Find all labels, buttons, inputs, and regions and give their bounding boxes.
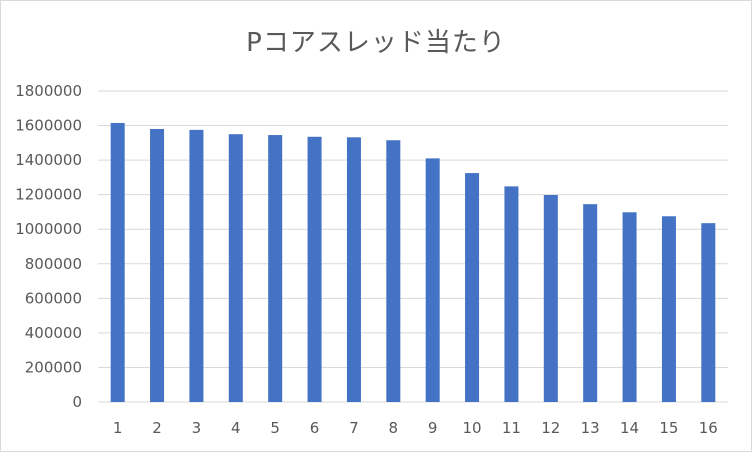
x-tick-label: 3	[192, 419, 202, 437]
bar	[150, 129, 165, 402]
x-tick-label: 4	[231, 419, 241, 437]
bar	[228, 134, 243, 402]
bar	[622, 212, 637, 402]
x-tick-label: 6	[310, 419, 320, 437]
bar	[268, 135, 283, 402]
bar	[701, 223, 716, 402]
y-axis-tick-labels: 0 200000 400000 600000 800000 1000000 1200000 1…	[15, 82, 82, 411]
bar-series	[110, 122, 716, 402]
bar	[504, 186, 519, 402]
y-tick-label: 1400000	[15, 151, 82, 169]
bar	[386, 140, 401, 402]
y-tick-label: 800000	[25, 255, 82, 273]
x-axis-tick-labels: 1 2 3 4 5 6 7 8 9 10 11 12 13 14 15 16	[113, 419, 718, 437]
y-tick-label: 200000	[25, 358, 82, 376]
bar	[661, 216, 676, 402]
bar	[425, 158, 440, 402]
x-tick-label: 16	[699, 419, 718, 437]
y-tick-label: 0	[72, 393, 82, 411]
y-tick-label: 1800000	[15, 82, 82, 100]
x-tick-label: 10	[463, 419, 482, 437]
x-tick-label: 14	[620, 419, 639, 437]
bar	[346, 137, 361, 402]
x-tick-label: 9	[428, 419, 438, 437]
bar	[465, 173, 480, 402]
bar	[307, 136, 322, 402]
y-tick-label: 1000000	[15, 220, 82, 238]
x-tick-label: 13	[581, 419, 600, 437]
x-tick-label: 1	[113, 419, 123, 437]
x-tick-label: 12	[541, 419, 560, 437]
y-tick-label: 1200000	[15, 186, 82, 204]
bar	[583, 204, 598, 402]
y-tick-label: 400000	[25, 324, 82, 342]
x-tick-label: 7	[349, 419, 359, 437]
bar	[189, 129, 204, 402]
bar	[543, 195, 558, 402]
x-tick-label: 2	[152, 419, 162, 437]
x-tick-label: 15	[659, 419, 678, 437]
x-tick-label: 8	[389, 419, 399, 437]
y-tick-label: 600000	[25, 289, 82, 307]
chart-title: Pコアスレッド当たり	[246, 28, 506, 58]
y-tick-label: 1600000	[15, 117, 82, 135]
x-tick-label: 11	[502, 419, 521, 437]
bar	[110, 122, 125, 402]
x-tick-label: 5	[270, 419, 280, 437]
